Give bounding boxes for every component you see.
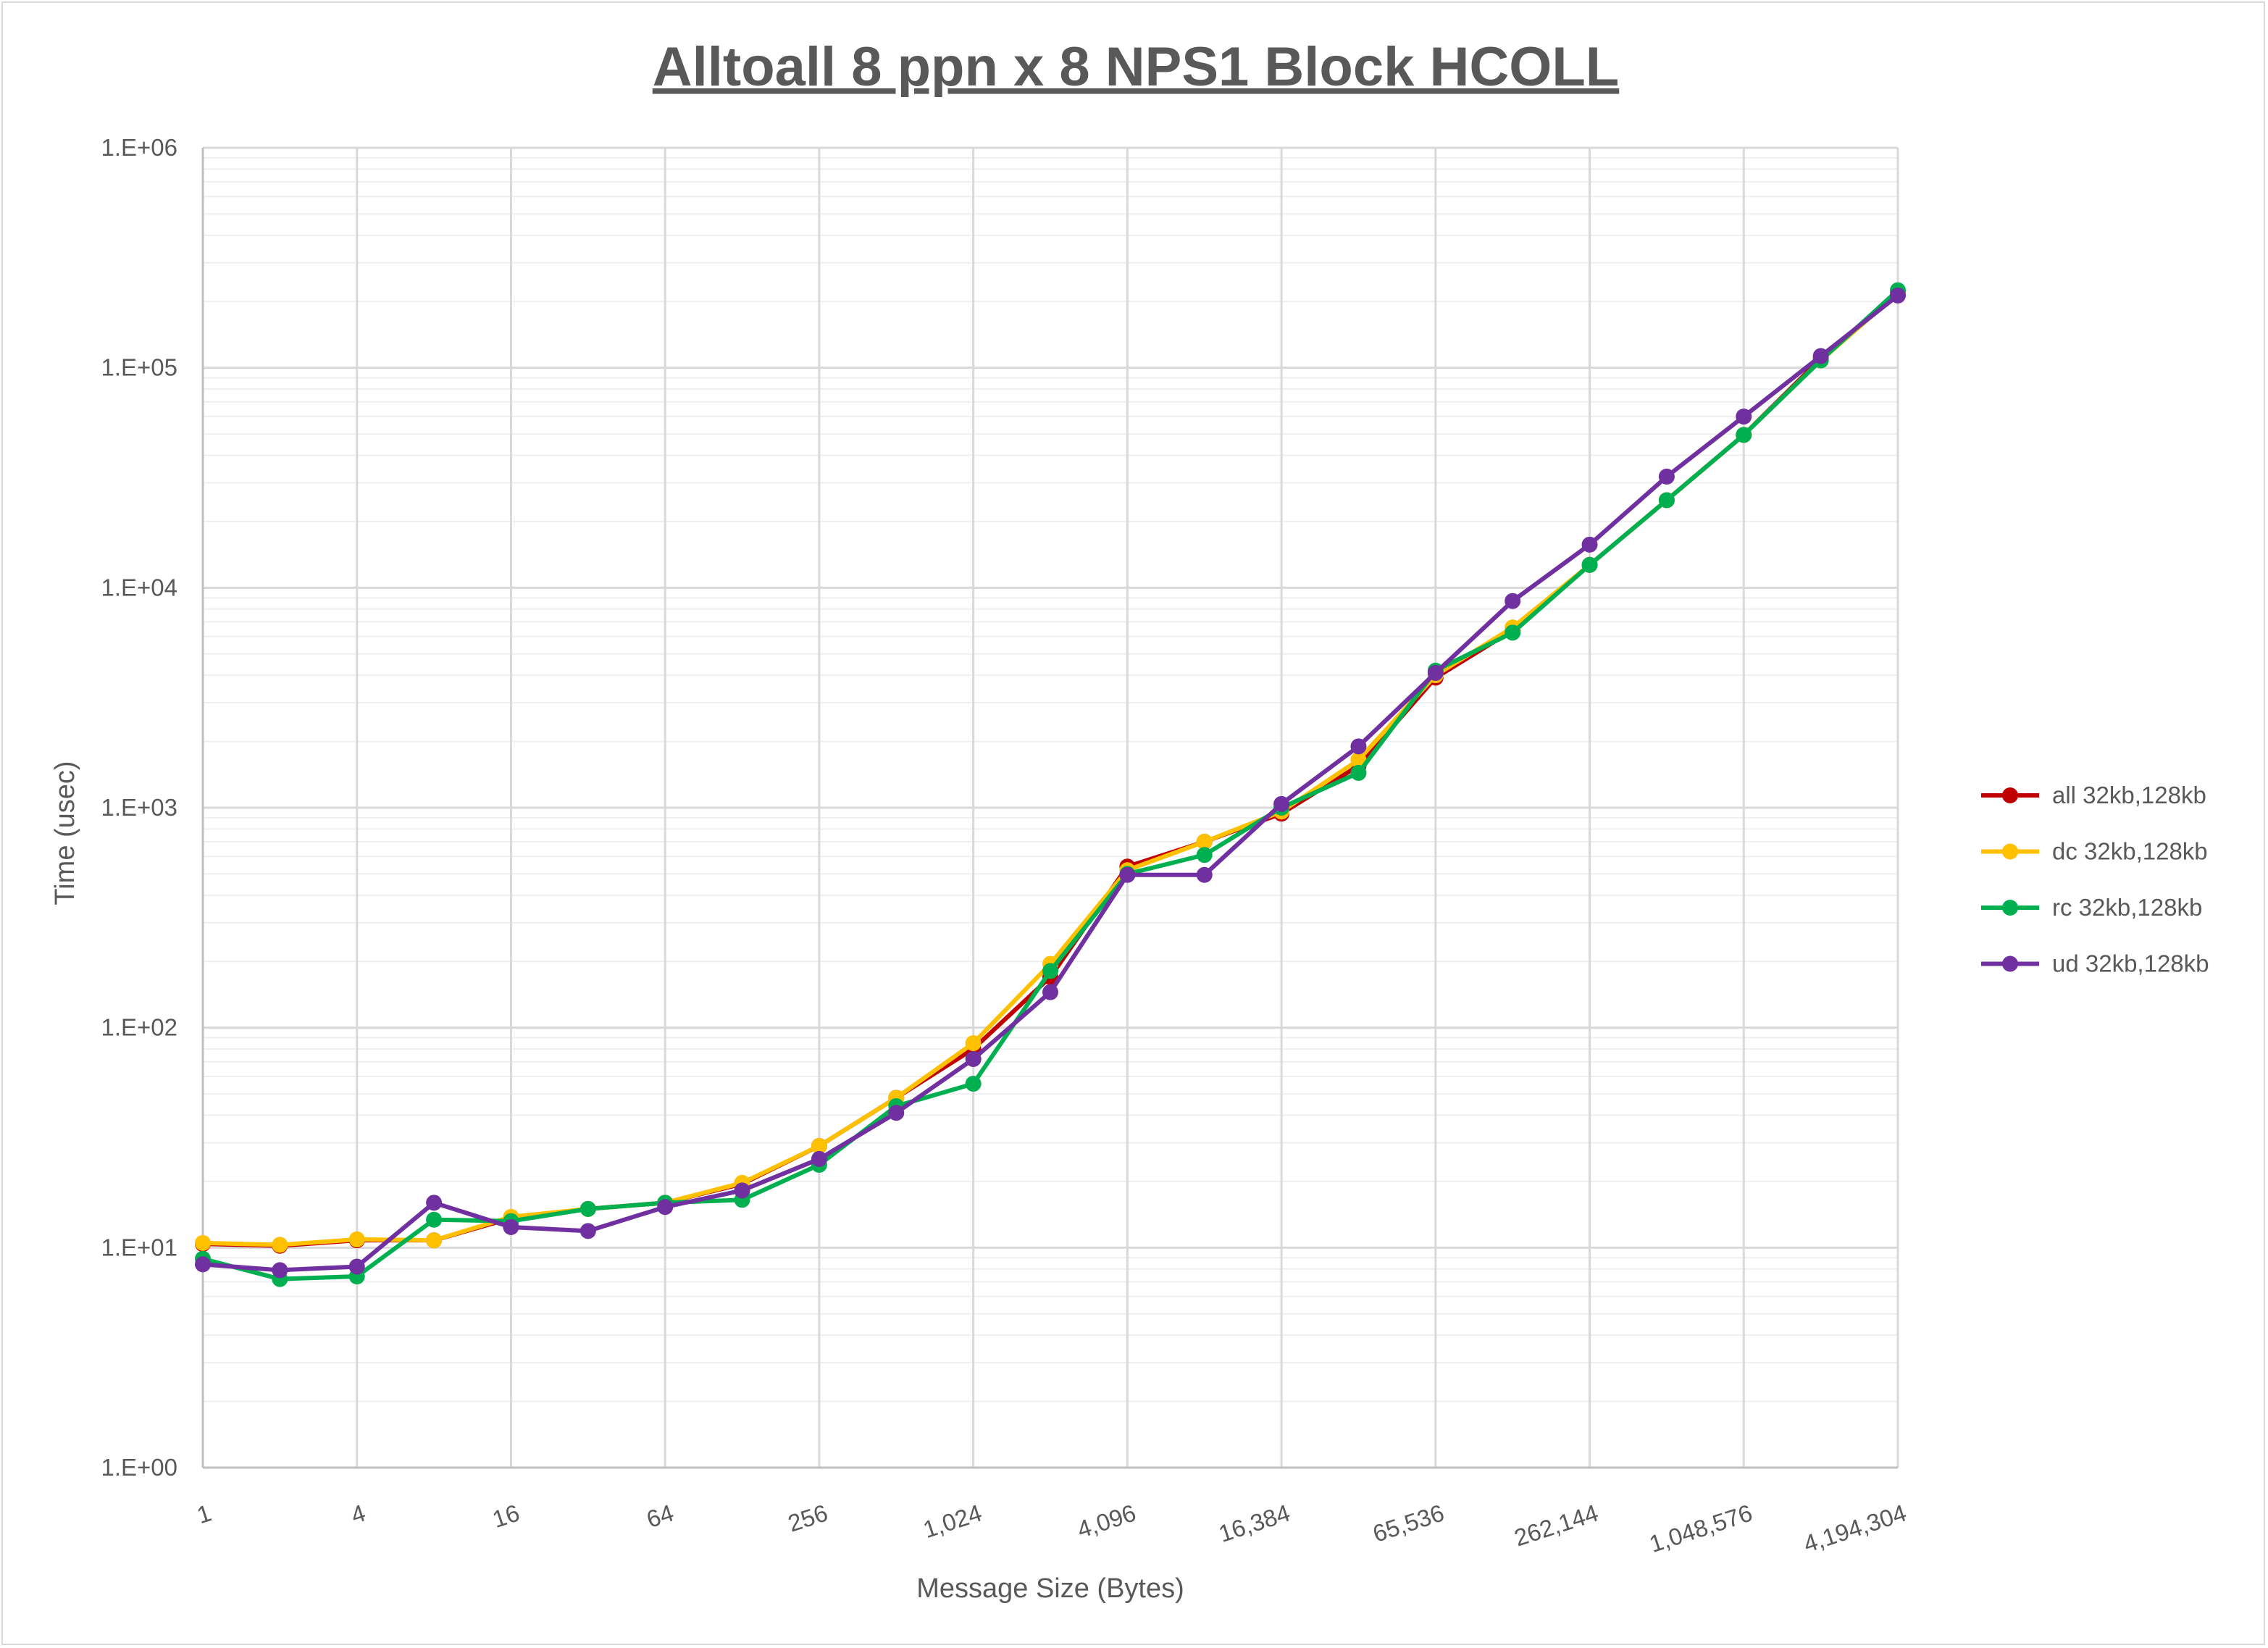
data-point [1427, 664, 1444, 681]
data-point [272, 1262, 288, 1279]
legend: all 32kb,128kb dc 32kb,128kb rc 32kb,128kb… [1981, 782, 2209, 977]
series-group [195, 282, 1906, 1287]
legend-label: all 32kb,128kb [2052, 782, 2206, 808]
x-tick-label: 1,024 [920, 1499, 985, 1543]
y-tick-label: 1.E+01 [101, 1234, 177, 1260]
x-tick-label: 1 [193, 1499, 214, 1528]
data-point [1196, 847, 1213, 863]
data-point [1505, 624, 1521, 641]
data-point [1042, 984, 1058, 1000]
series-line [202, 293, 1899, 1273]
legend-marker [2002, 900, 2018, 916]
gridlines [201, 146, 1899, 1469]
y-tick-label: 1.E+04 [101, 574, 177, 601]
x-tick-label: 256 [784, 1499, 831, 1536]
x-tick-label: 65,536 [1370, 1499, 1447, 1547]
axes: 1.E+00 1.E+01 1.E+02 1.E+03 1.E+04 1.E+05 1.E+… [101, 134, 1909, 1557]
data-point [426, 1211, 443, 1228]
data-point [1658, 468, 1675, 485]
series-line [202, 291, 1899, 1247]
data-point [1119, 866, 1136, 883]
y-axis-label: Time (usec) [50, 761, 80, 905]
data-point [811, 1150, 827, 1167]
series-3 [195, 287, 1906, 1279]
legend-label: ud 32kb,128kb [2052, 950, 2209, 977]
data-point [1350, 764, 1367, 781]
data-point [1890, 287, 1906, 304]
legend-item: rc 32kb,128kb [1981, 894, 2202, 921]
data-point [579, 1200, 596, 1217]
data-point [1581, 556, 1598, 573]
x-tick-label: 1,048,576 [1646, 1499, 1755, 1557]
data-point [1812, 348, 1829, 364]
data-point [348, 1231, 365, 1247]
data-point [1350, 738, 1367, 755]
data-point [1196, 866, 1213, 883]
data-point [272, 1237, 288, 1253]
x-tick-label: 64 [643, 1499, 677, 1533]
data-point [1042, 963, 1058, 979]
data-point [426, 1232, 443, 1249]
data-point [734, 1182, 750, 1199]
y-tick-label: 1.E+02 [101, 1014, 177, 1041]
legend-label: dc 32kb,128kb [2052, 838, 2208, 865]
data-point [1736, 427, 1752, 443]
legend-marker [2002, 843, 2018, 860]
data-point [195, 1256, 211, 1273]
y-tick-label: 1.E+05 [101, 354, 177, 381]
data-point [579, 1223, 596, 1239]
data-point [965, 1076, 982, 1092]
y-tick-label: 1.E+03 [101, 794, 177, 821]
series-0 [195, 284, 1906, 1254]
data-point [348, 1258, 365, 1275]
series-line [202, 288, 1900, 1281]
x-tick-label: 16,384 [1215, 1499, 1293, 1547]
legend-label: rc 32kb,128kb [2052, 894, 2202, 921]
x-axis-label: Message Size (Bytes) [916, 1573, 1184, 1604]
y-tick-label: 1.E+00 [101, 1454, 177, 1481]
data-point [1581, 536, 1598, 553]
data-point [965, 1035, 982, 1052]
x-tick-label: 16 [489, 1499, 522, 1533]
series-1 [195, 285, 1906, 1253]
series-line [202, 290, 1899, 1248]
x-tick-label: 4,194,304 [1800, 1499, 1909, 1557]
data-point [426, 1195, 443, 1211]
data-point [811, 1137, 827, 1154]
legend-marker [2002, 955, 2018, 972]
y-tick-label: 1.E+06 [101, 134, 177, 161]
series-2 [195, 282, 1906, 1287]
legend-marker [2002, 787, 2018, 803]
data-point [1736, 409, 1752, 425]
legend-item: ud 32kb,128kb [1981, 950, 2209, 977]
data-point [1350, 751, 1367, 768]
data-point [1658, 492, 1675, 509]
legend-item: all 32kb,128kb [1981, 782, 2206, 808]
data-point [1273, 795, 1290, 812]
x-tick-label: 4 [348, 1499, 369, 1528]
legend-item: dc 32kb,128kb [1981, 838, 2208, 865]
data-point [888, 1105, 905, 1121]
data-point [965, 1050, 982, 1067]
data-point [195, 1234, 211, 1251]
data-point [503, 1218, 519, 1235]
data-point [1196, 834, 1213, 850]
x-tick-label: 4,096 [1074, 1499, 1139, 1543]
chart-title: Alltoall 8 ppn x 8 NPS1 Block HCOLL [653, 36, 1619, 98]
data-point [1505, 593, 1521, 609]
x-tick-label: 262,144 [1511, 1499, 1602, 1551]
data-point [657, 1199, 674, 1216]
